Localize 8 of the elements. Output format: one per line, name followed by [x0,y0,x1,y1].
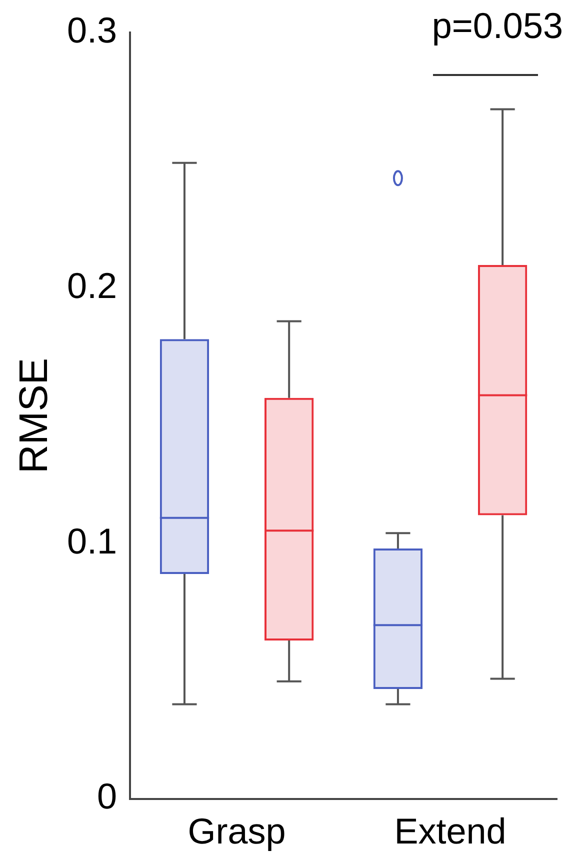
y-tick-label: 0.1 [67,520,118,562]
x-tick-label: Grasp [188,810,286,852]
y-tick-label: 0 [97,776,118,817]
annotation: p=0.053 [432,4,563,46]
y-tick-label: 0.2 [67,264,118,306]
y-tick-label: 0.3 [67,10,118,51]
x-tick-label: Extend [394,810,506,852]
y-axis-title: RMSE [12,358,56,474]
